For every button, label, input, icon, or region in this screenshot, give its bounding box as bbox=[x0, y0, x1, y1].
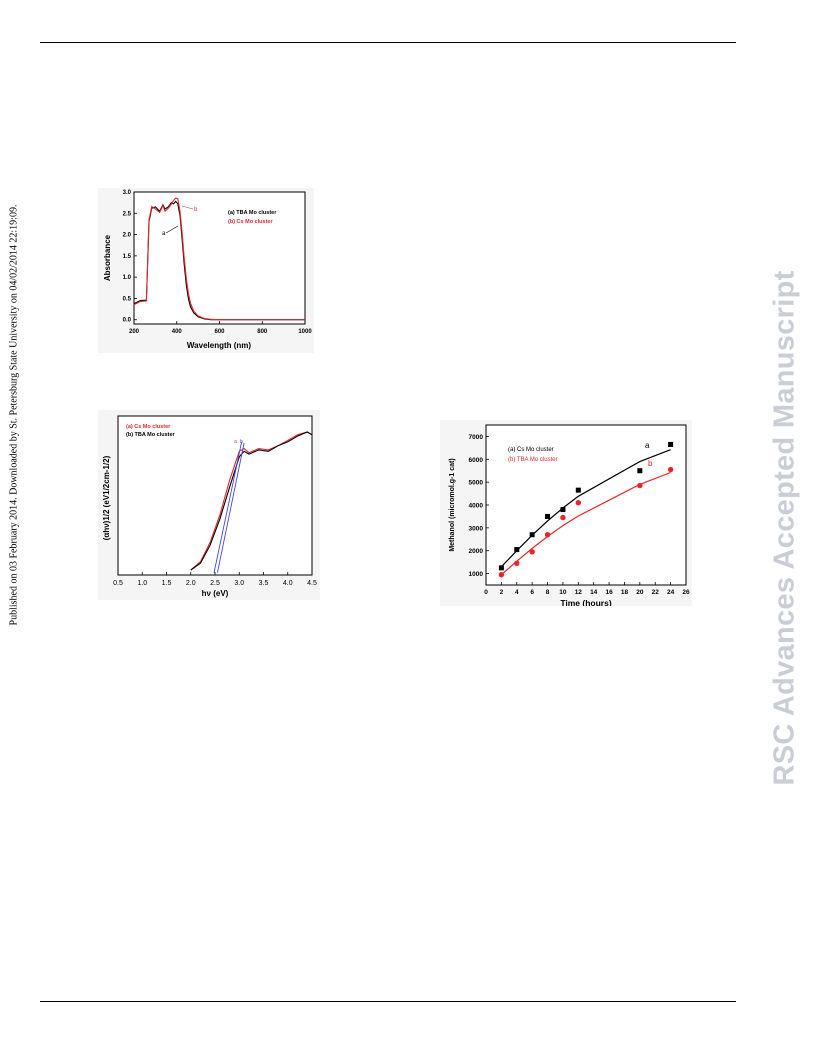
x-tick-label: 12 bbox=[575, 589, 583, 596]
y-tick-label: 3000 bbox=[469, 525, 484, 532]
x-tick-label: 14 bbox=[590, 589, 598, 596]
data-point-b bbox=[514, 560, 520, 566]
y-tick-label: 1000 bbox=[469, 571, 484, 578]
data-point-a bbox=[514, 547, 520, 553]
y-tick-label: 0.5 bbox=[123, 296, 132, 302]
x-tick-label: 18 bbox=[621, 589, 629, 596]
x-tick-label: 4.0 bbox=[283, 580, 293, 587]
y-tick-label: 1.5 bbox=[123, 254, 132, 260]
y-tick-label: 7000 bbox=[469, 434, 484, 441]
x-axis-title: Wavelength (nm) bbox=[187, 341, 251, 350]
data-point-b bbox=[544, 532, 551, 538]
y-tick-label: 2.5 bbox=[123, 211, 132, 217]
x-tick-label: 0.5 bbox=[113, 580, 123, 587]
annotation-b: b bbox=[648, 459, 653, 468]
tangent-line-1 bbox=[213, 441, 243, 573]
y-tick-label: 2.0 bbox=[123, 233, 132, 239]
x-tick-label: 4.5 bbox=[307, 580, 317, 587]
fit-line-a bbox=[500, 449, 671, 568]
annotation-a: a bbox=[645, 441, 650, 450]
publication-notice-text: Published on 03 February 2014. Downloade… bbox=[8, 204, 20, 626]
x-tick-label: 1000 bbox=[298, 329, 312, 335]
x-tick-label: 4 bbox=[515, 589, 519, 596]
x-tick-label: 16 bbox=[605, 589, 613, 596]
y-axis-title: Methanol (micromol.g-1 cat) bbox=[449, 458, 456, 551]
legend-entry-b: (b) TBA Mo cluster bbox=[508, 457, 558, 463]
x-tick-label: 0 bbox=[484, 589, 488, 596]
x-tick-label: 400 bbox=[172, 329, 183, 335]
x-tick-label: 2.5 bbox=[210, 580, 220, 587]
x-tick-label: 26 bbox=[682, 589, 690, 596]
y-tick-label: 5000 bbox=[469, 480, 484, 487]
tauc-figure: 0.5 1.0 1.5 2.0 2.5 3.0 3.5 4.0 4.5 (a) Cs Mo cl… bbox=[98, 410, 320, 600]
header-rule bbox=[40, 42, 736, 43]
x-tick-label: 6 bbox=[530, 589, 534, 596]
annotation-b-arrow bbox=[181, 205, 194, 210]
data-point-b bbox=[560, 514, 566, 521]
x-tick-label: 1.0 bbox=[137, 580, 147, 587]
annotation-a: a bbox=[162, 231, 166, 237]
y-tick-label: 3.0 bbox=[123, 190, 132, 196]
x-tick-label: 2.0 bbox=[186, 580, 196, 587]
data-point-a bbox=[529, 532, 535, 538]
data-point-a bbox=[575, 487, 581, 493]
data-point-b bbox=[667, 466, 674, 473]
data-point-a bbox=[545, 513, 551, 519]
y-tick-label: 2000 bbox=[469, 548, 484, 555]
manuscript-watermark-text: RSC Advances Accepted Manuscript bbox=[768, 270, 801, 786]
x-tick-label: 800 bbox=[257, 329, 268, 335]
annotation-a: a bbox=[234, 439, 237, 445]
legend-entry-b: (b) Cs Mo cluster bbox=[228, 219, 273, 225]
data-point-b bbox=[498, 572, 505, 578]
y-axis-title: Absorbance bbox=[103, 234, 112, 281]
x-tick-label: 8 bbox=[546, 589, 550, 596]
x-tick-label: 1.5 bbox=[162, 580, 172, 587]
annotation-b: b bbox=[194, 207, 198, 213]
data-point-b bbox=[575, 500, 582, 506]
footer-rule bbox=[40, 1001, 736, 1002]
x-axis-title: hν (eV) bbox=[202, 589, 229, 598]
methanol-figure: 1000 2000 3000 4000 5000 6000 7000 0 2 4 6 8 10 12 14… bbox=[440, 420, 692, 606]
x-tick-label: 3.0 bbox=[234, 580, 244, 587]
absorbance-figure: 0.0 0.5 1.0 1.5 2.0 2.5 3.0 200 400 600 800 1000 (… bbox=[98, 188, 314, 353]
legend-entry-a: (a) Cs Mo cluster bbox=[126, 424, 171, 430]
plot-frame bbox=[117, 415, 313, 576]
data-point-a bbox=[498, 565, 504, 571]
legend-entry-a: (a) TBA Mo cluster bbox=[228, 210, 277, 216]
annotation-a-arrow bbox=[165, 225, 179, 234]
x-tick-label: 600 bbox=[214, 329, 225, 335]
x-tick-label: 3.5 bbox=[259, 580, 269, 587]
y-tick-label: 4000 bbox=[469, 503, 484, 510]
absorbance-chart: 0.0 0.5 1.0 1.5 2.0 2.5 3.0 200 400 600 800 1000 (… bbox=[103, 190, 312, 350]
series-line-b bbox=[133, 197, 305, 321]
x-tick-label: 200 bbox=[129, 329, 140, 335]
data-point-a bbox=[560, 507, 566, 513]
data-point-a bbox=[637, 468, 643, 474]
series-line-a bbox=[190, 431, 313, 571]
x-tick-label: 10 bbox=[559, 589, 567, 596]
data-point-b bbox=[529, 549, 535, 555]
y-tick-label: 1.0 bbox=[123, 275, 132, 281]
x-tick-label: 2 bbox=[500, 589, 504, 596]
legend-entry-b: (b) TBA Mo cluster bbox=[126, 432, 176, 438]
tauc-chart: 0.5 1.0 1.5 2.0 2.5 3.0 3.5 4.0 4.5 (a) Cs Mo cl… bbox=[102, 415, 317, 598]
data-point-b bbox=[637, 482, 643, 489]
series-line-b bbox=[190, 431, 313, 571]
plot-frame bbox=[133, 191, 306, 325]
legend-entry-a: (a) Cs Mo cluster bbox=[508, 447, 554, 453]
data-point-a bbox=[668, 441, 674, 447]
x-axis-title: Time (hours) bbox=[560, 598, 611, 606]
fit-line-b bbox=[501, 471, 671, 576]
x-tick-label: 24 bbox=[667, 589, 675, 596]
y-tick-label: 6000 bbox=[469, 457, 484, 464]
tangent-line-2 bbox=[216, 442, 245, 573]
annotation-b: b bbox=[240, 439, 243, 445]
x-tick-label: 22 bbox=[652, 589, 660, 596]
y-tick-label: 0.0 bbox=[123, 318, 132, 324]
x-tick-label: 20 bbox=[636, 589, 644, 596]
y-axis-title: (αhν)1/2 (eV1/2cm-1/2) bbox=[102, 455, 111, 540]
